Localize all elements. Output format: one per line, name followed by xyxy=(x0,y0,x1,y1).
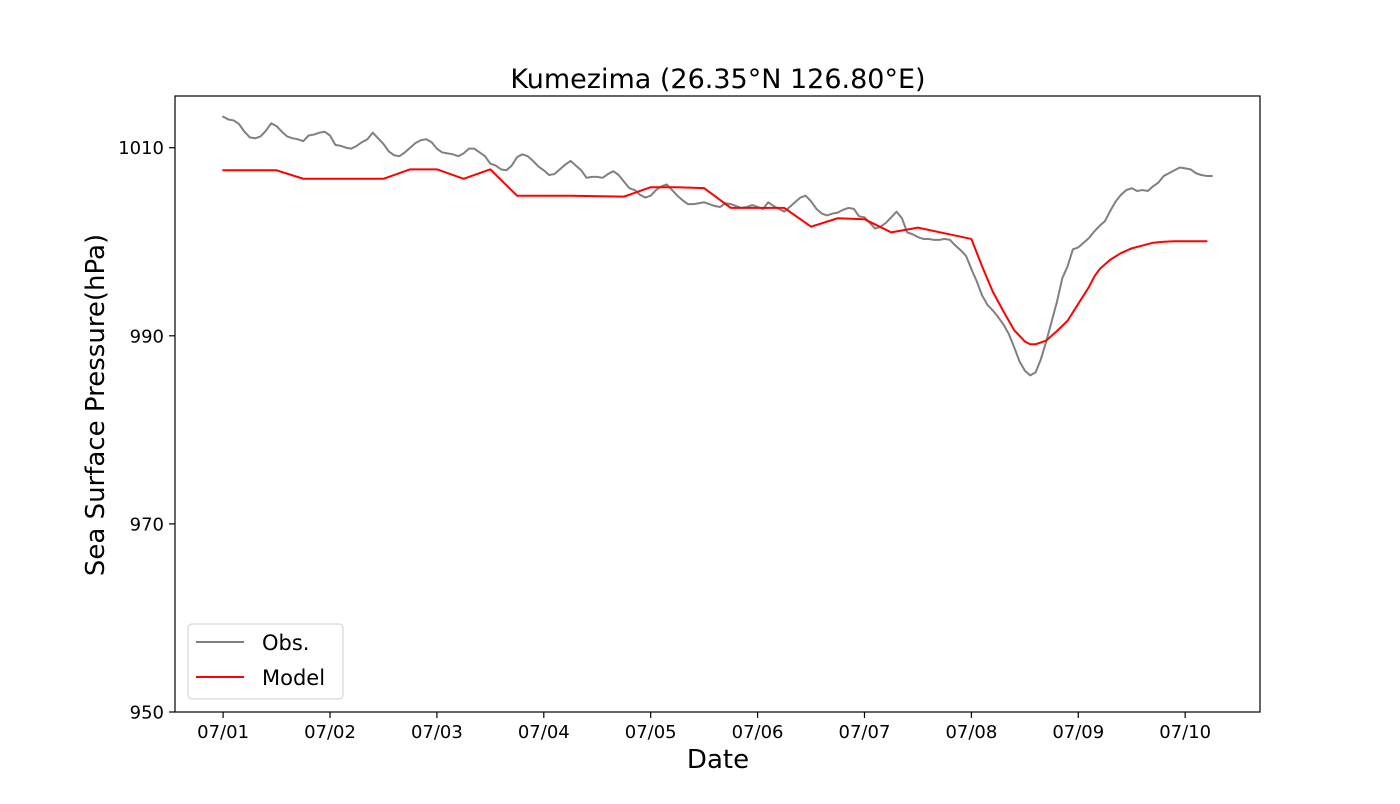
y-tick-label: 1010 xyxy=(118,138,164,159)
x-tick-label: 07/07 xyxy=(839,722,891,743)
legend-label-model: Model xyxy=(262,666,325,690)
x-tick-label: 07/09 xyxy=(1052,722,1104,743)
plot-frame xyxy=(174,95,1261,713)
legend: Obs. Model xyxy=(187,623,344,700)
x-tick-label: 07/06 xyxy=(732,722,784,743)
y-tick-label: 950 xyxy=(130,703,164,724)
x-tick-label: 07/03 xyxy=(411,722,463,743)
series-line-obs xyxy=(222,115,1213,377)
y-tick-label: 990 xyxy=(130,326,164,347)
y-axis: 950 970 990 1010 xyxy=(118,138,175,724)
chart-title: Kumezima (26.35°N 126.80°E) xyxy=(510,64,925,95)
y-tick-label: 970 xyxy=(130,514,164,535)
x-tick-label: 07/04 xyxy=(518,722,570,743)
series-line-model xyxy=(222,168,1208,346)
x-tick-label: 07/02 xyxy=(304,722,356,743)
x-tick-label: 07/01 xyxy=(197,722,249,743)
series-layer xyxy=(222,115,1213,377)
x-tick-label: 07/05 xyxy=(625,722,677,743)
y-axis-title: Sea Surface Pressure(hPa) xyxy=(81,234,111,576)
x-axis-title: Date xyxy=(687,745,749,775)
x-tick-label: 07/10 xyxy=(1159,722,1211,743)
x-axis: 07/01 07/02 07/03 07/04 07/05 07/06 07/07 07/08… xyxy=(197,712,1211,743)
legend-label-obs: Obs. xyxy=(262,631,309,655)
x-tick-label: 07/08 xyxy=(945,722,997,743)
